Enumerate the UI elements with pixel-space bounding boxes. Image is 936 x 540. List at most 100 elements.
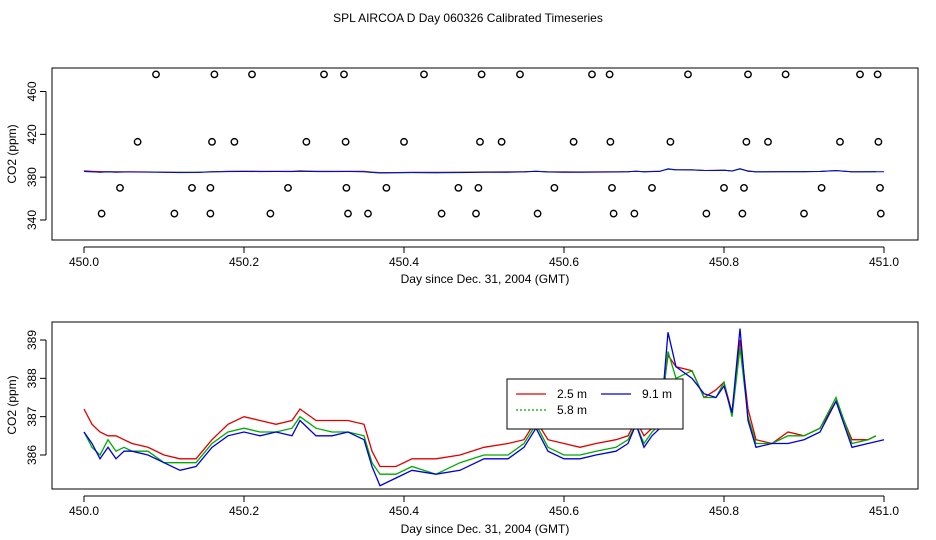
data-point <box>856 70 864 79</box>
bottom-y-tick-label: 389 <box>25 330 39 350</box>
data-point <box>516 70 524 79</box>
top-x-tick-label: 450.6 <box>549 255 579 269</box>
bottom-y-tick-label: 387 <box>25 406 39 426</box>
data-point <box>474 183 483 192</box>
top-x-tick-label: 450.8 <box>709 255 739 269</box>
data-point <box>284 183 292 192</box>
top-y-tick-label: 340 <box>25 210 39 230</box>
top-x-tick-label: 450.2 <box>229 255 259 269</box>
bottom-x-tick-label: 450.6 <box>549 504 579 518</box>
top-x-tick-label: 450.4 <box>389 255 419 269</box>
legend-label-9-1m: 9.1 m <box>642 387 672 401</box>
data-point <box>320 70 328 79</box>
bottom-x-tick-label: 450.8 <box>709 504 739 518</box>
data-point <box>569 137 578 146</box>
data-point <box>454 183 463 192</box>
data-point <box>740 183 748 192</box>
legend-box <box>506 378 684 430</box>
data-point <box>874 137 883 146</box>
data-point <box>248 70 256 79</box>
data-point <box>230 137 239 146</box>
data-point <box>605 70 614 79</box>
data-point <box>302 137 311 146</box>
data-point <box>684 70 692 79</box>
data-point <box>206 209 215 218</box>
data-point <box>742 137 751 146</box>
top-scatter-points <box>97 70 885 218</box>
page-title: SPL AIRCOA D Day 060326 Calibrated Times… <box>333 11 603 25</box>
top-x-axis: 450.0 450.2 450.4 450.6 450.8 451.0 <box>69 246 899 269</box>
data-point <box>497 137 506 146</box>
series-line-9-1-m <box>83 328 885 487</box>
data-point <box>476 137 484 146</box>
top-panel: 450.0 450.2 450.4 450.6 450.8 451.0 340 380 420… <box>5 67 919 286</box>
series-line-2-5-m <box>83 339 877 468</box>
data-point <box>836 137 844 146</box>
data-point <box>588 70 596 79</box>
data-point <box>344 209 352 218</box>
data-point <box>152 70 160 79</box>
data-point <box>420 70 428 79</box>
bottom-plot-frame <box>51 321 919 490</box>
data-point <box>208 137 216 146</box>
top-series-line-9-1-m <box>83 168 885 174</box>
bottom-x-tick-label: 451.0 <box>869 504 899 518</box>
data-point <box>266 209 275 218</box>
data-point <box>477 70 486 79</box>
top-plot-frame <box>51 67 919 241</box>
data-point <box>382 183 391 192</box>
data-point <box>188 183 196 192</box>
bottom-y-axis-label: CO2 (ppm) <box>5 375 19 434</box>
bottom-panel: 450.0 450.2 450.4 450.6 450.8 451.0 386 387 388… <box>5 321 919 536</box>
data-point <box>341 137 350 146</box>
top-y-axis-label: CO2 (ppm) <box>5 124 19 183</box>
top-series-lines <box>83 168 885 174</box>
data-point <box>648 183 656 192</box>
data-point <box>744 70 752 79</box>
data-point <box>340 70 348 79</box>
top-y-tick-label: 380 <box>25 167 39 187</box>
data-point <box>876 183 884 192</box>
bottom-series-lines <box>83 328 885 487</box>
series-line-5-8-m <box>83 347 877 475</box>
top-x-tick-label: 450.0 <box>69 255 99 269</box>
data-point <box>738 209 747 218</box>
data-point <box>472 209 480 218</box>
data-point <box>210 70 219 79</box>
data-point <box>400 137 408 146</box>
data-point <box>97 209 106 218</box>
data-point <box>720 183 728 192</box>
data-point <box>550 183 559 192</box>
legend-label-5-8m: 5.8 m <box>557 403 587 417</box>
data-point <box>608 183 616 192</box>
data-point <box>876 209 885 218</box>
bottom-x-axis: 450.0 450.2 450.4 450.6 450.8 451.0 <box>69 495 899 518</box>
data-point <box>437 209 446 218</box>
data-point <box>116 183 124 192</box>
data-point <box>606 137 615 146</box>
data-point <box>609 209 618 218</box>
legend: 2.5 m 5.8 m 9.1 m <box>506 378 684 430</box>
bottom-x-axis-label: Day since Dec. 31, 2004 (GMT) <box>401 522 570 536</box>
data-point <box>206 183 215 192</box>
top-y-axis: 340 380 420 460 <box>25 81 47 230</box>
top-x-tick-label: 451.0 <box>869 255 899 269</box>
data-point <box>873 70 882 79</box>
data-point <box>666 137 675 146</box>
bottom-x-tick-label: 450.2 <box>229 504 259 518</box>
data-point <box>364 209 372 218</box>
data-point <box>764 137 772 146</box>
data-point <box>342 183 351 192</box>
bottom-x-tick-label: 450.4 <box>389 504 419 518</box>
data-point <box>781 70 790 79</box>
legend-label-2-5m: 2.5 m <box>557 387 587 401</box>
data-point <box>702 209 711 218</box>
bottom-y-axis: 386 387 388 389 <box>25 330 47 465</box>
data-point <box>630 209 639 218</box>
bottom-x-tick-label: 450.0 <box>69 504 99 518</box>
top-y-tick-label: 460 <box>25 81 39 101</box>
top-x-axis-label: Day since Dec. 31, 2004 (GMT) <box>401 272 570 286</box>
top-y-tick-label: 420 <box>25 124 39 144</box>
data-point <box>133 137 142 146</box>
